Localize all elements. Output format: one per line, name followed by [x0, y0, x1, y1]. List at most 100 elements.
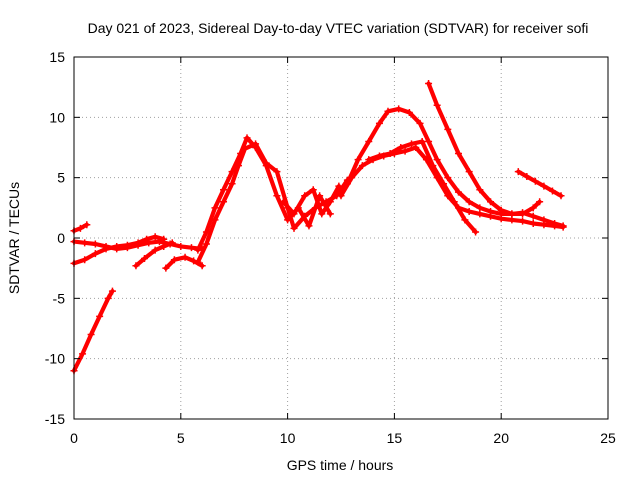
data-point — [412, 144, 420, 151]
chart-title: Day 021 of 2023, Sidereal Day-to-day VTE… — [88, 20, 589, 36]
data-point — [337, 192, 345, 200]
data-point — [187, 244, 195, 252]
data-point — [305, 222, 313, 230]
data-point — [102, 242, 110, 250]
x-tick-label: 5 — [177, 430, 185, 446]
data-point — [108, 287, 116, 295]
y-tick-label: -15 — [45, 411, 65, 427]
data-point — [273, 192, 281, 200]
data-point — [418, 137, 426, 145]
data-point — [91, 250, 99, 258]
data-point — [529, 220, 537, 228]
series-arc12 — [365, 137, 480, 236]
data-point — [177, 242, 185, 250]
data-point — [465, 207, 473, 215]
data-point — [476, 210, 484, 218]
data-point — [113, 245, 121, 253]
data-point — [273, 168, 281, 176]
data-point — [529, 204, 537, 212]
data-point — [194, 258, 202, 266]
data-point — [301, 192, 309, 200]
data-point — [454, 150, 462, 158]
data-series — [70, 80, 567, 375]
data-point — [145, 239, 153, 247]
data-point — [450, 198, 458, 206]
data-point — [279, 198, 287, 206]
data-point — [429, 162, 437, 170]
series-arc11 — [343, 105, 567, 230]
data-point — [531, 177, 539, 185]
data-point — [252, 144, 260, 151]
data-point — [155, 238, 163, 246]
data-point — [202, 240, 210, 248]
data-point — [211, 204, 219, 212]
data-point — [557, 192, 565, 200]
data-point — [508, 216, 516, 224]
data-point — [151, 233, 159, 241]
data-point — [407, 140, 415, 148]
x-tick-label: 0 — [70, 430, 78, 446]
data-point — [326, 210, 334, 218]
data-point — [284, 216, 292, 224]
data-point — [220, 198, 228, 206]
y-tick-label: -5 — [53, 290, 66, 306]
series-trace — [426, 81, 542, 216]
data-point — [76, 224, 84, 232]
x-tick-label: 20 — [493, 430, 509, 446]
data-point — [194, 246, 202, 254]
data-point — [497, 206, 505, 214]
data-point — [290, 210, 298, 218]
data-point — [487, 198, 495, 206]
axis-ticks: 0 5 10 15 20 25 -15 -10 -5 0 5 10 15 — [45, 49, 616, 446]
series-arc1 — [70, 287, 116, 375]
data-point — [81, 239, 89, 247]
data-point — [335, 182, 343, 190]
data-point — [87, 331, 95, 339]
data-point — [123, 244, 131, 252]
data-point — [523, 172, 531, 180]
series-arc14 — [514, 168, 565, 200]
data-point — [454, 188, 462, 196]
data-point — [354, 156, 362, 164]
data-point — [96, 312, 104, 320]
data-point — [425, 137, 433, 145]
data-point — [160, 242, 168, 250]
y-tick-label: 0 — [57, 230, 65, 246]
y-tick-label: -10 — [45, 351, 65, 367]
data-point — [243, 134, 251, 142]
data-point — [162, 264, 170, 272]
data-point — [529, 212, 537, 220]
data-point — [540, 182, 548, 190]
y-tick-label: 15 — [49, 49, 65, 65]
data-point — [405, 109, 413, 117]
data-point — [519, 210, 527, 218]
data-point — [397, 144, 405, 151]
data-point — [440, 180, 448, 188]
series-arc8 — [194, 134, 334, 254]
data-point — [384, 107, 392, 115]
series-arc9 — [279, 182, 343, 218]
data-point — [104, 294, 112, 302]
data-point — [514, 168, 522, 176]
data-point — [465, 198, 473, 206]
data-point — [202, 228, 210, 236]
data-point — [551, 220, 559, 228]
data-point — [318, 210, 326, 218]
data-point — [375, 152, 383, 160]
data-point — [237, 150, 245, 158]
data-point — [461, 216, 469, 224]
data-point — [559, 222, 567, 230]
data-point — [465, 168, 473, 176]
data-point — [309, 186, 317, 194]
y-tick-label: 10 — [49, 109, 65, 125]
x-tick-label: 15 — [387, 430, 403, 446]
data-point — [91, 240, 99, 248]
data-point — [444, 125, 452, 133]
data-point — [343, 180, 351, 188]
data-point — [487, 207, 495, 215]
y-tick-label: 5 — [57, 170, 65, 186]
data-point — [228, 168, 236, 176]
data-point — [81, 256, 89, 264]
data-point — [151, 246, 159, 254]
